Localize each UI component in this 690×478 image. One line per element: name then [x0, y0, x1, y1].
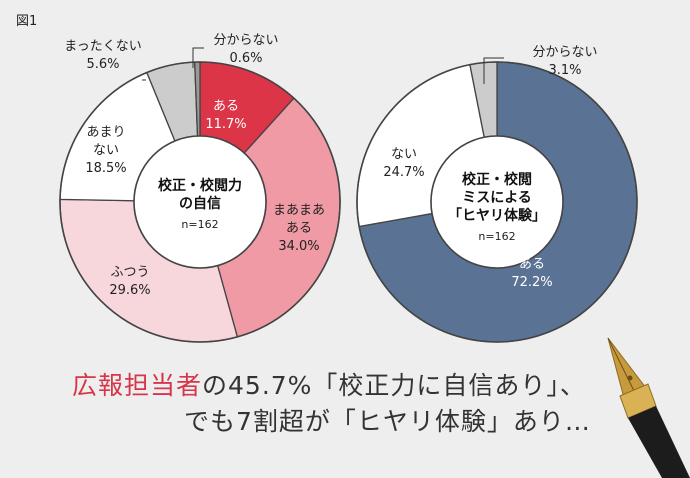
donut-chart-1: 校正・校閲力の自信 n=162 ある 11.7% まあまあある 34.0% ふつう 29.6%…	[59, 33, 341, 343]
headline-highlight: 広報担当者	[72, 371, 203, 400]
slice-label-1-3: ふつう 29.6%	[109, 265, 150, 298]
sample-size: n=162	[181, 218, 218, 231]
center-hole	[430, 135, 564, 269]
outer-ring	[59, 61, 341, 343]
sample-size: n=162	[478, 230, 515, 243]
leader-line	[483, 57, 504, 84]
headline: 広報担当者の45.7%「校正力に自信あり」、 でも7割超が「ヒヤリ体験」あり…	[72, 368, 591, 440]
headline-line1: の45.7%「校正力に自信あり」、	[202, 371, 586, 400]
slice-label-2-2: ない 24.7%	[383, 147, 424, 180]
slice-label-1-6: 分からない 0.6%	[213, 33, 278, 66]
figure-label: 図1	[16, 14, 38, 29]
fountain-pen-icon	[607, 337, 690, 478]
slice-label-1-4: あまりない 18.5%	[85, 125, 126, 176]
slice-label-1-2: まあまあある 34.0%	[273, 203, 325, 254]
headline-line2: でも7割超が「ヒヤリ体験」あり…	[184, 407, 591, 436]
slice-label-1-1: ある 11.7%	[205, 99, 246, 132]
donut-chart-2: 校正・校閲ミスによる「ヒヤリ体験」 n=162 ある 72.2% ない 24.7% 分からな…	[356, 45, 638, 343]
outer-ring	[356, 61, 638, 343]
slice-label-2-1: ある 72.2%	[511, 257, 552, 290]
center-title: 校正・校閲力の自信	[158, 177, 242, 212]
center-hole	[133, 135, 267, 269]
center-title: 校正・校閲ミスによる「ヒヤリ体験」	[448, 171, 546, 224]
leader-line	[192, 47, 204, 68]
slice-label-1-5: まったくない 5.6%	[64, 39, 141, 72]
slice-label-2-3: 分からない 3.1%	[532, 45, 597, 78]
